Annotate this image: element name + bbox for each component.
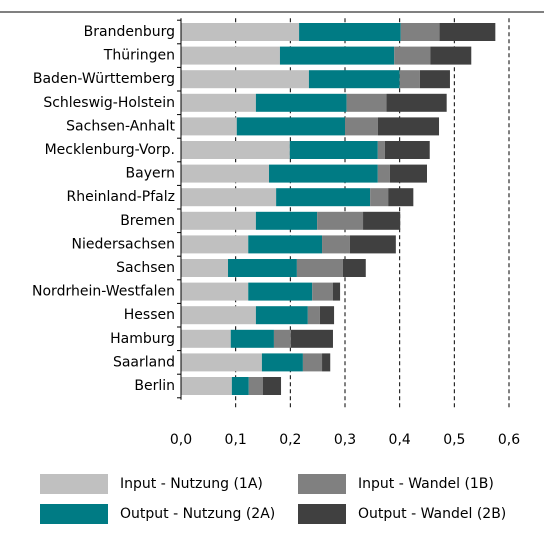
y-tick-label: Thüringen bbox=[103, 48, 175, 64]
bar-segment bbox=[255, 306, 308, 325]
bar-segment bbox=[430, 46, 472, 65]
bar-segment bbox=[181, 353, 262, 372]
bar-segment bbox=[377, 164, 390, 183]
bar-segment bbox=[386, 93, 447, 112]
bar-segment bbox=[322, 353, 331, 372]
bar-segment bbox=[279, 46, 395, 65]
bar-segment bbox=[181, 70, 309, 89]
bar-segment bbox=[255, 211, 318, 230]
bar-segment bbox=[384, 141, 430, 159]
bar-segment bbox=[231, 377, 249, 395]
bar-segment bbox=[332, 282, 341, 301]
y-tick-label: Brandenburg bbox=[84, 24, 175, 40]
y-tick-label: Hessen bbox=[124, 307, 175, 323]
bar-segment bbox=[276, 188, 371, 207]
legend-label: Input - Nutzung (1A) bbox=[120, 476, 263, 492]
y-tick-label: Bremen bbox=[120, 213, 175, 229]
bar-segment bbox=[181, 117, 237, 136]
bar-segment bbox=[181, 23, 300, 41]
bar-segment bbox=[299, 23, 401, 41]
bar-segment bbox=[181, 306, 256, 325]
bar-segment bbox=[248, 377, 263, 395]
y-tick-label: Rheinland-Pfalz bbox=[67, 189, 175, 205]
bar-segment bbox=[308, 70, 400, 89]
y-tick-label: Baden-Württemberg bbox=[33, 71, 175, 87]
bar-segment bbox=[269, 164, 378, 183]
bar-segment bbox=[322, 235, 350, 254]
bar-segment bbox=[181, 188, 277, 207]
y-tick-label: Sachsen bbox=[116, 260, 175, 276]
y-tick-label: Nordrhein-Westfalen bbox=[32, 284, 175, 300]
bar-segment bbox=[181, 141, 290, 159]
y-tick-label: Bayern bbox=[126, 166, 175, 182]
bar-segment bbox=[302, 353, 323, 372]
bar-segment bbox=[289, 141, 378, 159]
bar-segment bbox=[290, 329, 333, 348]
bar-segment bbox=[307, 306, 320, 325]
y-tick-label: Mecklenburg-Vorp. bbox=[45, 142, 175, 158]
bar-segment bbox=[261, 353, 303, 372]
bar-segment bbox=[419, 70, 450, 89]
bar-segment bbox=[389, 164, 427, 183]
legend-swatch bbox=[298, 474, 346, 494]
bar-segment bbox=[377, 117, 440, 136]
bar-segment bbox=[181, 282, 249, 301]
bar-segment bbox=[296, 259, 343, 277]
legend-label: Output - Wandel (2B) bbox=[358, 506, 506, 522]
x-tick-label: 0,4 bbox=[389, 432, 411, 448]
bar-segment bbox=[363, 211, 401, 230]
y-tick-label: Hamburg bbox=[110, 331, 175, 347]
bar-segment bbox=[181, 377, 232, 395]
y-tick-label: Sachsen-Anhalt bbox=[66, 118, 175, 134]
bar-segment bbox=[181, 164, 270, 183]
legend-swatch bbox=[40, 504, 108, 524]
x-tick-label: 0,2 bbox=[279, 432, 301, 448]
legend-swatch bbox=[298, 504, 346, 524]
bar-segment bbox=[342, 259, 366, 277]
legend-label: Output - Nutzung (2A) bbox=[120, 506, 275, 522]
bar-segment bbox=[399, 70, 420, 89]
bar-segment bbox=[228, 259, 297, 277]
bar-segment bbox=[370, 188, 389, 207]
x-tick-label: 0,6 bbox=[498, 432, 520, 448]
y-tick-label: Berlin bbox=[134, 378, 175, 394]
bar-segment bbox=[439, 23, 496, 41]
bar-segment bbox=[377, 141, 385, 159]
bar-segment bbox=[263, 377, 282, 395]
bar-segment bbox=[230, 329, 274, 348]
x-tick-label: 0,3 bbox=[334, 432, 356, 448]
bar-segment bbox=[181, 329, 231, 348]
y-tick-label: Schleswig-Holstein bbox=[43, 95, 175, 111]
y-tick-label: Niedersachsen bbox=[72, 236, 175, 252]
bar-segment bbox=[181, 259, 229, 277]
bar-segment bbox=[388, 188, 414, 207]
bar-segment bbox=[400, 23, 440, 41]
legend-swatch bbox=[40, 474, 108, 494]
bar-segment bbox=[248, 235, 323, 254]
legend-label: Input - Wandel (1B) bbox=[358, 476, 494, 492]
y-tick-label: Saarland bbox=[113, 354, 175, 370]
bar-segment bbox=[181, 211, 256, 230]
bar-segment bbox=[317, 211, 364, 230]
bar-segment bbox=[181, 235, 249, 254]
bar-segment bbox=[394, 46, 431, 65]
bar-segment bbox=[181, 93, 256, 112]
x-tick-label: 0,5 bbox=[443, 432, 465, 448]
bar-segment bbox=[345, 117, 378, 136]
bar-segment bbox=[248, 282, 313, 301]
bar-segment bbox=[255, 93, 347, 112]
bar-segment bbox=[319, 306, 335, 325]
bar-segment bbox=[346, 93, 387, 112]
x-tick-label: 0,1 bbox=[225, 432, 247, 448]
bar-segment bbox=[349, 235, 396, 254]
bar-segment bbox=[181, 46, 280, 65]
bar-segment bbox=[312, 282, 333, 301]
x-tick-label: 0,0 bbox=[170, 432, 192, 448]
bar-segment bbox=[273, 329, 291, 348]
bar-segment bbox=[236, 117, 345, 136]
